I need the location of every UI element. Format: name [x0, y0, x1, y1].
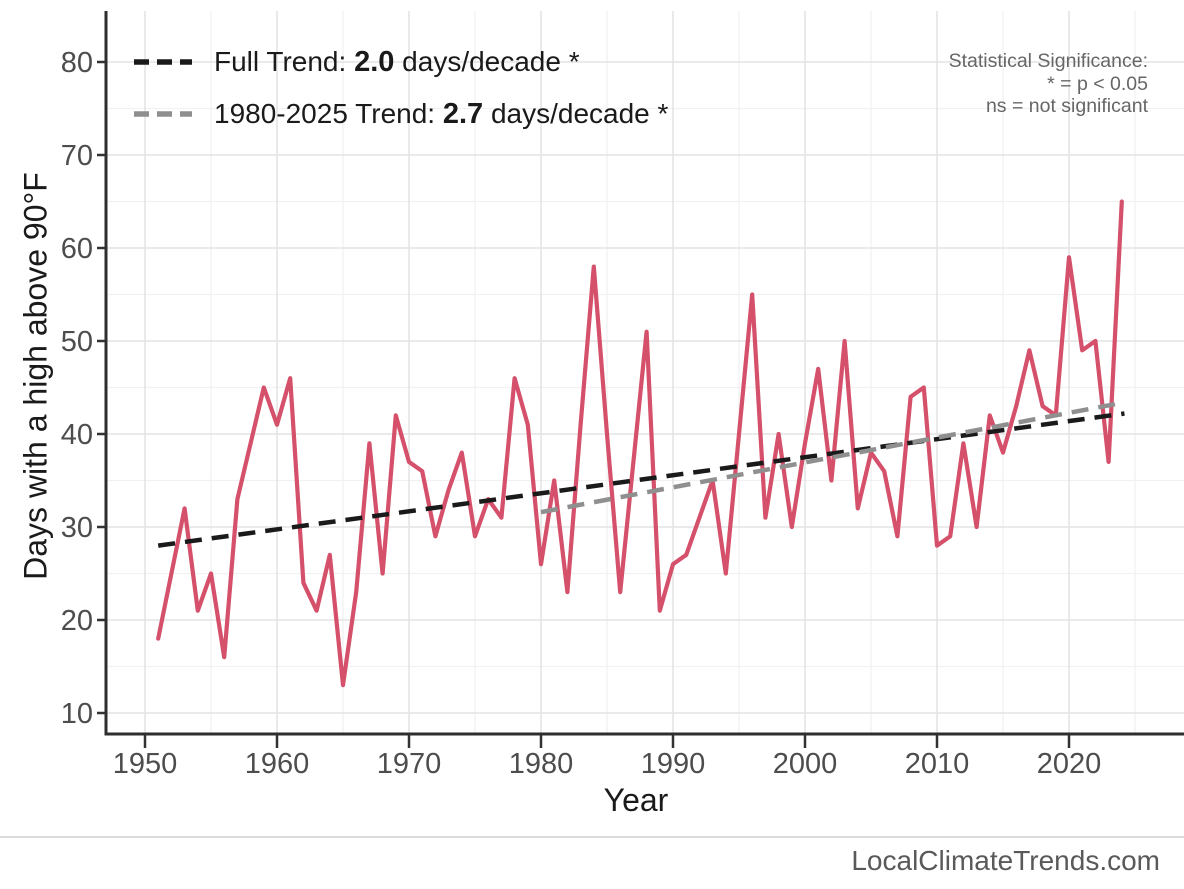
recent-trend-1980-2025-line: [540, 400, 1125, 515]
x-tick-label: 1970: [377, 748, 442, 780]
caption-separator-line: [0, 836, 1184, 838]
legend-item-recent-trend: 1980-2025 Trend: 2.7 days/decade *: [134, 88, 668, 140]
y-tick-label: 30: [61, 512, 93, 544]
y-tick-label: 50: [61, 326, 93, 358]
x-tick-label: 1990: [641, 748, 706, 780]
data-line-days-above-90: [156, 199, 1124, 688]
legend-label-recent-trend: 1980-2025 Trend: 2.7 days/decade *: [214, 98, 668, 131]
significance-line2: ns = not significant: [985, 95, 1148, 117]
significance-title: Statistical Significance:: [948, 50, 1148, 72]
legend-value: 2.0: [354, 45, 395, 78]
x-tick-label: 2000: [773, 748, 838, 780]
x-axis-title: Year: [603, 782, 669, 818]
x-tick-label: 1980: [509, 748, 574, 780]
legend-text: 1980-2025 Trend:: [214, 97, 443, 129]
significance-note: Statistical Significance: * = p < 0.05 n…: [949, 50, 1148, 118]
x-tick-label: 2020: [1037, 748, 1102, 780]
x-tick-label: 2010: [905, 748, 970, 780]
y-tick-label: 10: [61, 698, 93, 730]
y-tick-label: 20: [61, 605, 93, 637]
legend-text: days/decade *: [394, 45, 580, 77]
full-trend-dash-sample-icon: [134, 59, 192, 65]
x-tick-label: 1960: [245, 748, 310, 780]
y-tick-label: 40: [61, 419, 93, 451]
legend-text: Full Trend:: [214, 45, 355, 77]
legend-item-full-trend: Full Trend: 2.0 days/decade *: [134, 36, 668, 88]
legend-text: days/decade *: [483, 97, 669, 129]
legend: Full Trend: 2.0 days/decade * 1980-2025 …: [134, 36, 668, 140]
y-tick-label: 80: [61, 47, 93, 79]
legend-label-full-trend: Full Trend: 2.0 days/decade *: [214, 46, 580, 79]
legend-value: 2.7: [442, 97, 484, 130]
x-tick-label: 1950: [113, 748, 178, 780]
full-trend-line: [157, 411, 1125, 548]
y-axis-title: Days with a high above 90°F: [17, 172, 54, 580]
recent-trend-dash-sample-icon: [134, 111, 192, 117]
y-tick-label: 60: [61, 233, 93, 265]
watermark: LocalClimateTrends.com: [851, 845, 1160, 876]
y-tick-label: 70: [61, 140, 93, 172]
significance-line1: * = p < 0.05: [1047, 72, 1148, 95]
